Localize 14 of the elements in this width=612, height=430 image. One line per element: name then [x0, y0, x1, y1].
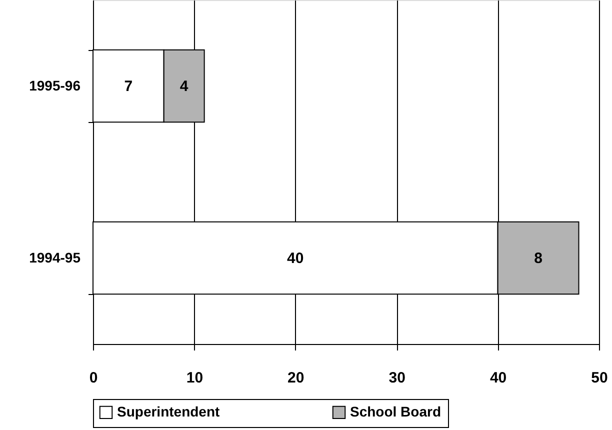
legend-label: School Board [350, 403, 442, 420]
x-tick-label: 30 [388, 370, 406, 386]
x-tick-label: 0 [89, 370, 98, 386]
data-label: 8 [534, 250, 542, 267]
x-tick-label: 40 [490, 370, 507, 386]
data-label: 7 [124, 78, 133, 95]
x-tick-label: 20 [288, 370, 304, 386]
data-label: 40 [287, 250, 304, 267]
legend-label: Superintendent [117, 403, 220, 420]
y-tick-label: 1994-95 [29, 250, 81, 266]
x-tick-label: 10 [186, 370, 204, 386]
y-tick-label: 1995-96 [29, 78, 81, 94]
x-tick-label: 50 [591, 370, 608, 386]
data-label: 4 [180, 78, 189, 95]
